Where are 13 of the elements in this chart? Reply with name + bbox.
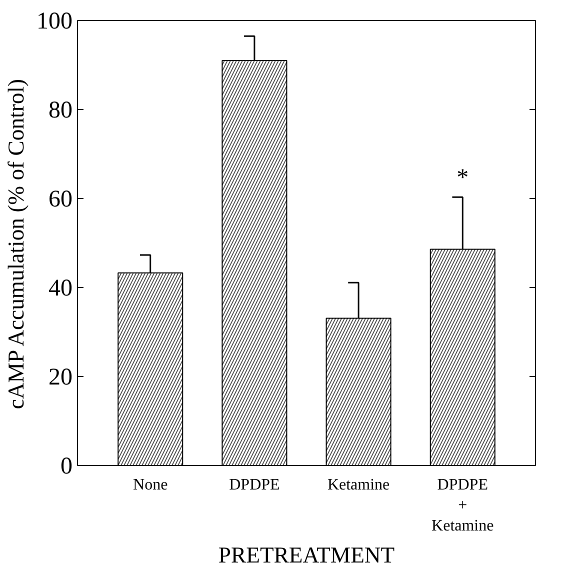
y-tick-label: 0 [60,454,72,480]
y-tick-label: 20 [48,364,72,390]
x-tick-label: None [133,476,168,494]
y-tick-label: 40 [48,276,72,302]
y-tick-label: 60 [48,186,72,212]
x-axis-title: PRETREATMENT [218,542,395,568]
x-tick-label: Ketamine [327,476,390,494]
x-tick-label: DPDPE + Ketamine [432,476,494,534]
y-tick-label: 80 [48,98,72,124]
annotation: * [456,165,469,192]
x-tick-label: DPDPE [229,476,280,494]
y-tick-label: 100 [36,8,72,34]
y-axis-title: cAMP Accumulation (% of Control) [4,78,28,410]
